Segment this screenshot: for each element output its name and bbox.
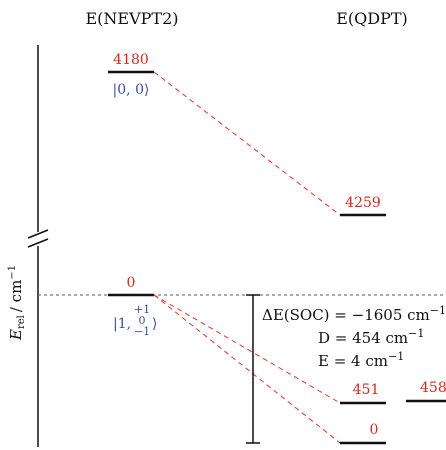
header-qdpt: E(QDPT) <box>336 9 408 28</box>
axis-break-mark-2 <box>27 238 49 248</box>
state-prefix: |1, <box>113 316 131 332</box>
energy-label-qdpt-mid2: 458 <box>420 380 446 396</box>
energy-label-nevpt2-upper: 4180 <box>113 52 149 68</box>
connector-upper <box>153 71 341 216</box>
ms-plus-one: +1 <box>134 303 150 316</box>
param-d: D = 454 cm−1 <box>318 327 424 347</box>
svg-text:Erel/ cm−1: Erel/ cm−1 <box>7 265 27 341</box>
state-label-nevpt2-lower: |1, +1 0 −1 ⟩ <box>113 303 157 338</box>
state-label-nevpt2-upper: |0, 0⟩ <box>113 82 150 98</box>
param-soc: ΔE(SOC) = −1605 cm−1 <box>262 304 446 324</box>
param-e: E = 4 cm−1 <box>318 350 404 370</box>
header-nevpt2: E(NEVPT2) <box>85 9 178 28</box>
energy-label-qdpt-lower: 0 <box>370 422 379 438</box>
energy-label-qdpt-upper: 4259 <box>345 195 381 211</box>
ms-minus-one: −1 <box>134 325 150 338</box>
energy-label-nevpt2-lower: 0 <box>127 275 136 291</box>
y-axis-label: Erel/ cm−1 <box>7 265 27 341</box>
connector-lower <box>153 294 341 444</box>
axis-break-mark-1 <box>27 229 49 239</box>
energy-label-qdpt-mid: 451 <box>353 382 380 398</box>
ms-zero: 0 <box>139 314 146 327</box>
state-suffix: ⟩ <box>152 316 157 332</box>
